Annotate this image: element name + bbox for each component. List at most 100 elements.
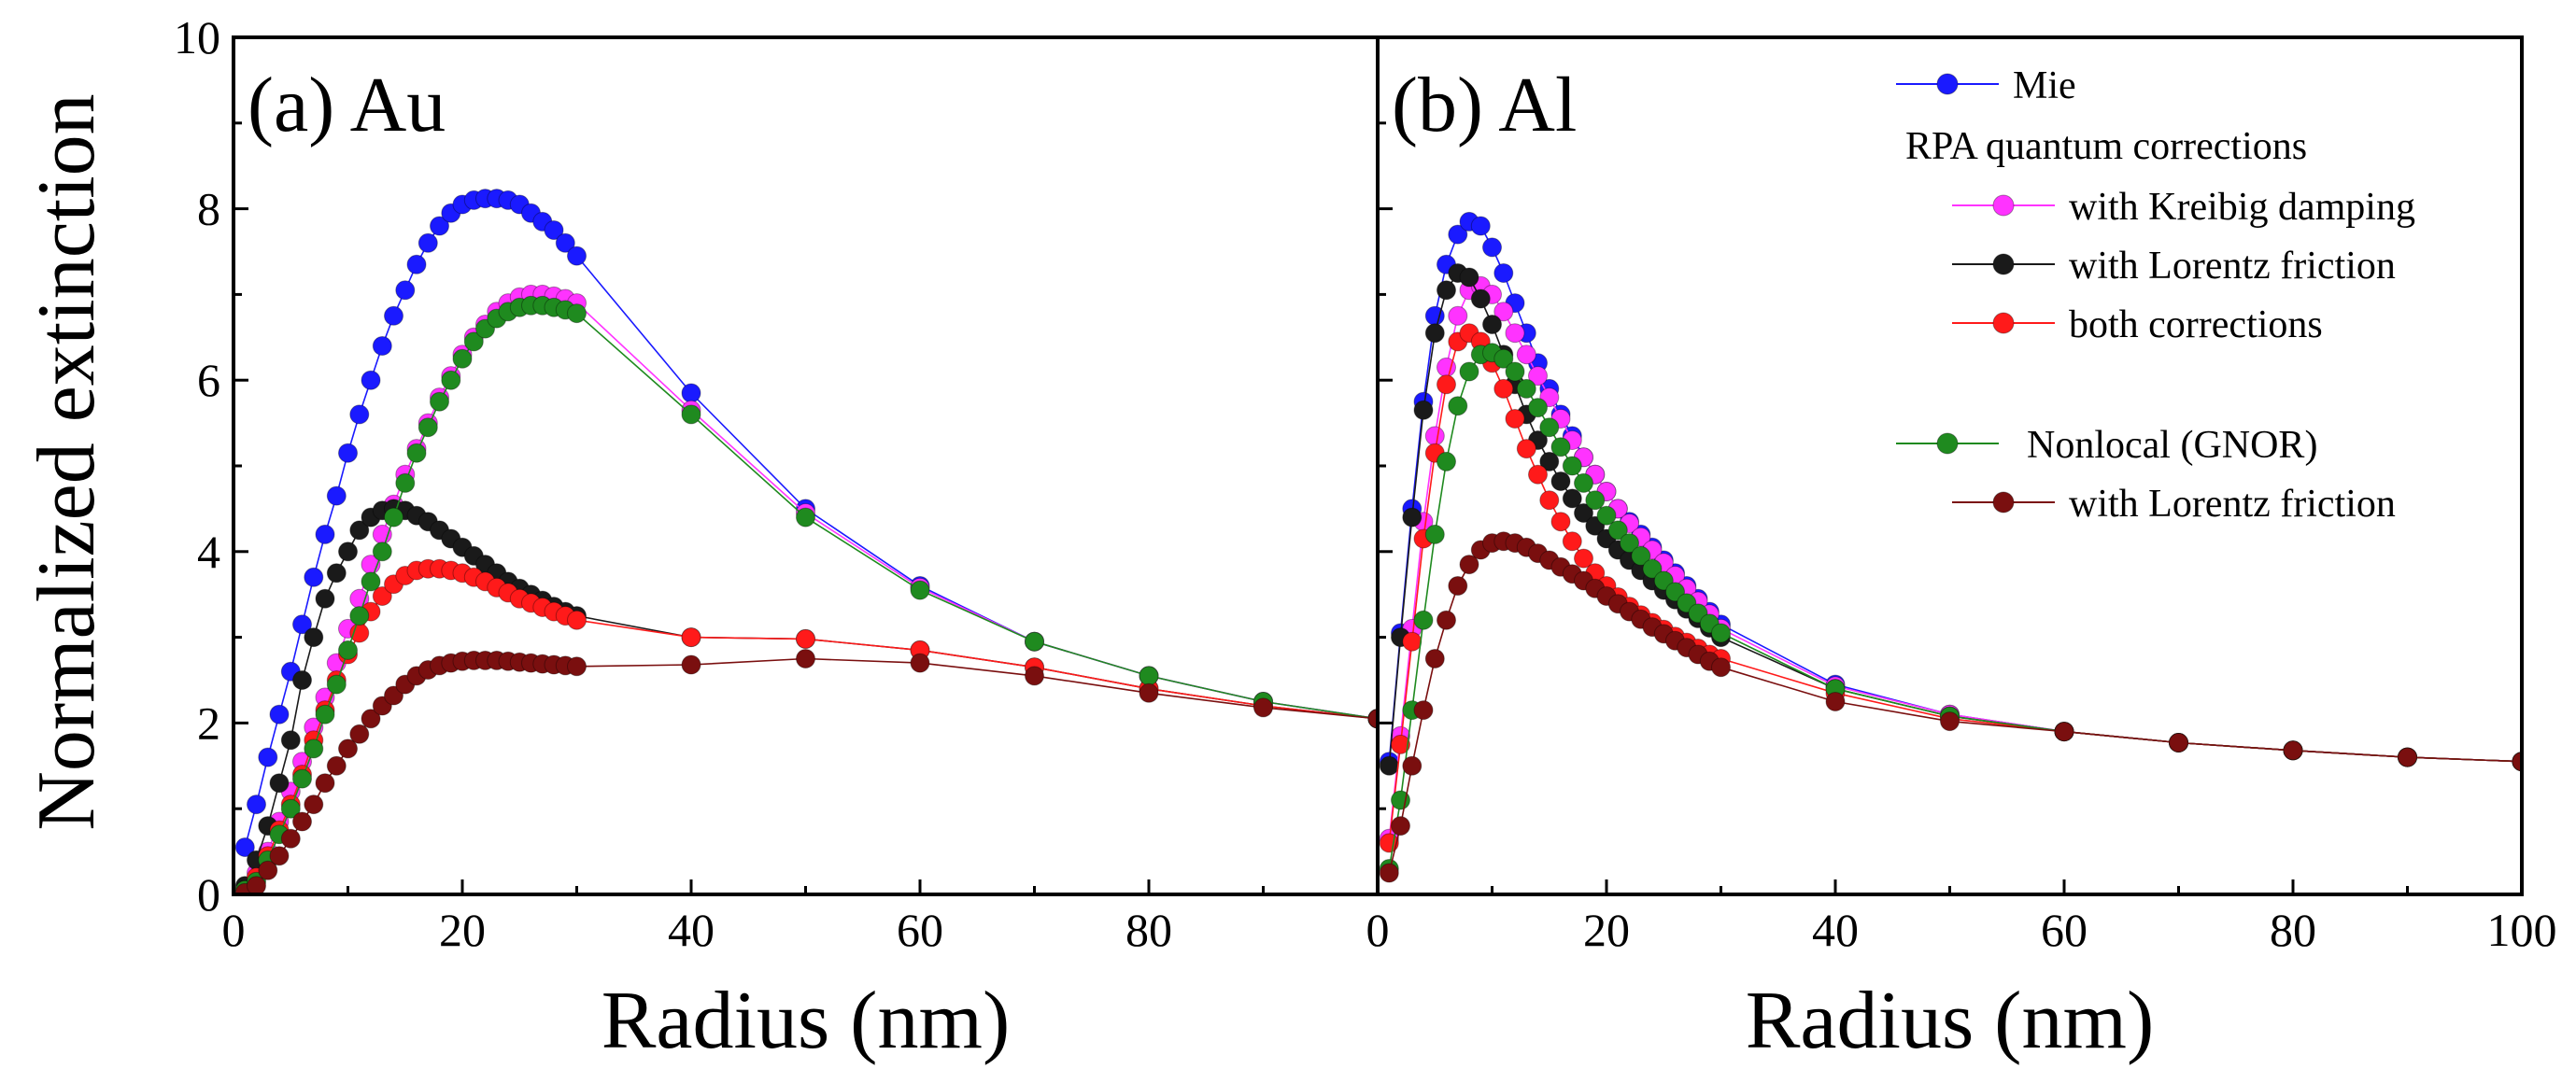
data-point	[349, 623, 370, 643]
data-point	[1379, 863, 1399, 883]
data-point	[2054, 722, 2074, 742]
data-point	[361, 709, 381, 729]
data-point	[1470, 288, 1491, 309]
panel-title: (a) Au	[248, 62, 446, 148]
data-point	[430, 216, 449, 236]
data-point	[1437, 280, 1456, 301]
data-point	[1562, 531, 1582, 552]
legend: Mie RPA quantum corrections with Kreibig d…	[1896, 64, 2415, 526]
data-point	[452, 348, 473, 369]
data-point	[269, 704, 290, 724]
data-point	[1437, 374, 1456, 395]
data-point	[441, 370, 461, 390]
legend-swatch-marker	[1992, 253, 2015, 275]
legend-item: with Kreibig damping	[1952, 186, 2415, 229]
data-point	[349, 520, 370, 541]
data-point	[349, 724, 370, 744]
data-point	[1711, 623, 1731, 643]
data-point	[1620, 533, 1639, 554]
data-point	[1367, 709, 1378, 729]
data-point	[418, 232, 438, 253]
data-point	[2512, 752, 2522, 772]
data-point	[681, 654, 701, 675]
data-point	[1413, 610, 1434, 630]
legend-swatch-marker	[1936, 432, 1959, 455]
data-point	[1550, 471, 1571, 491]
data-point	[338, 640, 358, 660]
legend-item: RPA quantum corrections	[1905, 125, 2307, 168]
legend-label: Nonlocal (GNOR)	[2027, 424, 2317, 467]
data-point	[1940, 711, 1960, 732]
plot-area	[1379, 211, 2522, 883]
data-point	[681, 627, 701, 648]
data-point	[280, 798, 301, 819]
y-tick-label: 6	[197, 354, 220, 406]
data-point	[2398, 747, 2417, 767]
data-point	[1528, 464, 1548, 485]
data-point	[1379, 755, 1399, 776]
data-point	[406, 254, 427, 274]
data-point	[1516, 439, 1536, 459]
data-point	[1391, 734, 1410, 754]
data-point	[280, 828, 301, 849]
data-point	[796, 628, 815, 649]
data-point	[292, 670, 312, 690]
data-point	[292, 811, 312, 832]
x-tick-label: 60	[897, 904, 943, 956]
data-point	[1585, 490, 1606, 511]
data-point	[1402, 755, 1422, 776]
plot-area	[234, 189, 1378, 894]
x-tick-label: 40	[1812, 904, 1859, 956]
series-line	[244, 293, 1378, 891]
data-point	[338, 738, 358, 759]
data-point	[1482, 315, 1502, 334]
legend-swatch-marker	[1992, 312, 2015, 334]
x-tick-label: 20	[439, 904, 486, 956]
data-point	[1505, 323, 1525, 344]
data-point	[1424, 426, 1445, 446]
y-axis-title: Normalized extinction	[21, 93, 112, 830]
data-point	[1493, 263, 1514, 283]
data-point	[681, 383, 701, 403]
data-point	[384, 507, 403, 527]
data-point	[349, 606, 370, 626]
data-point	[326, 674, 347, 695]
data-point	[418, 417, 438, 438]
x-tick-label: 60	[2041, 904, 2088, 956]
data-point	[1139, 666, 1159, 686]
data-point	[1562, 456, 1582, 476]
data-point	[1413, 700, 1434, 721]
series-line	[244, 568, 1378, 891]
data-point	[1505, 409, 1525, 429]
data-point	[567, 246, 587, 266]
data-point	[326, 563, 347, 584]
data-point	[1470, 216, 1491, 236]
data-point	[1574, 548, 1593, 569]
data-point	[1825, 692, 1846, 711]
data-point	[304, 795, 324, 815]
data-point	[280, 730, 301, 751]
data-point	[247, 795, 266, 815]
data-point	[258, 747, 278, 767]
data-point	[372, 586, 392, 606]
series-1	[234, 284, 1378, 894]
legend-item: Nonlocal (GNOR)	[1896, 424, 2317, 467]
y-tick-label: 2	[197, 696, 220, 749]
legend-swatch-marker	[1992, 491, 2015, 513]
data-point	[1574, 472, 1593, 493]
data-point	[555, 232, 575, 253]
panel-title: (b) Al	[1392, 62, 1577, 148]
series-line	[244, 304, 1378, 892]
series-line	[1388, 351, 2522, 869]
data-point	[1025, 631, 1044, 652]
x-axis-title: Radius (nm)	[1746, 976, 2155, 1066]
data-point	[395, 280, 416, 301]
series-5	[1379, 531, 2522, 883]
data-point	[2283, 740, 2303, 761]
data-point	[1539, 490, 1560, 511]
legend-item: both corrections	[1952, 303, 2323, 346]
data-point	[338, 443, 358, 463]
data-point	[372, 524, 392, 544]
data-point	[1493, 378, 1514, 399]
